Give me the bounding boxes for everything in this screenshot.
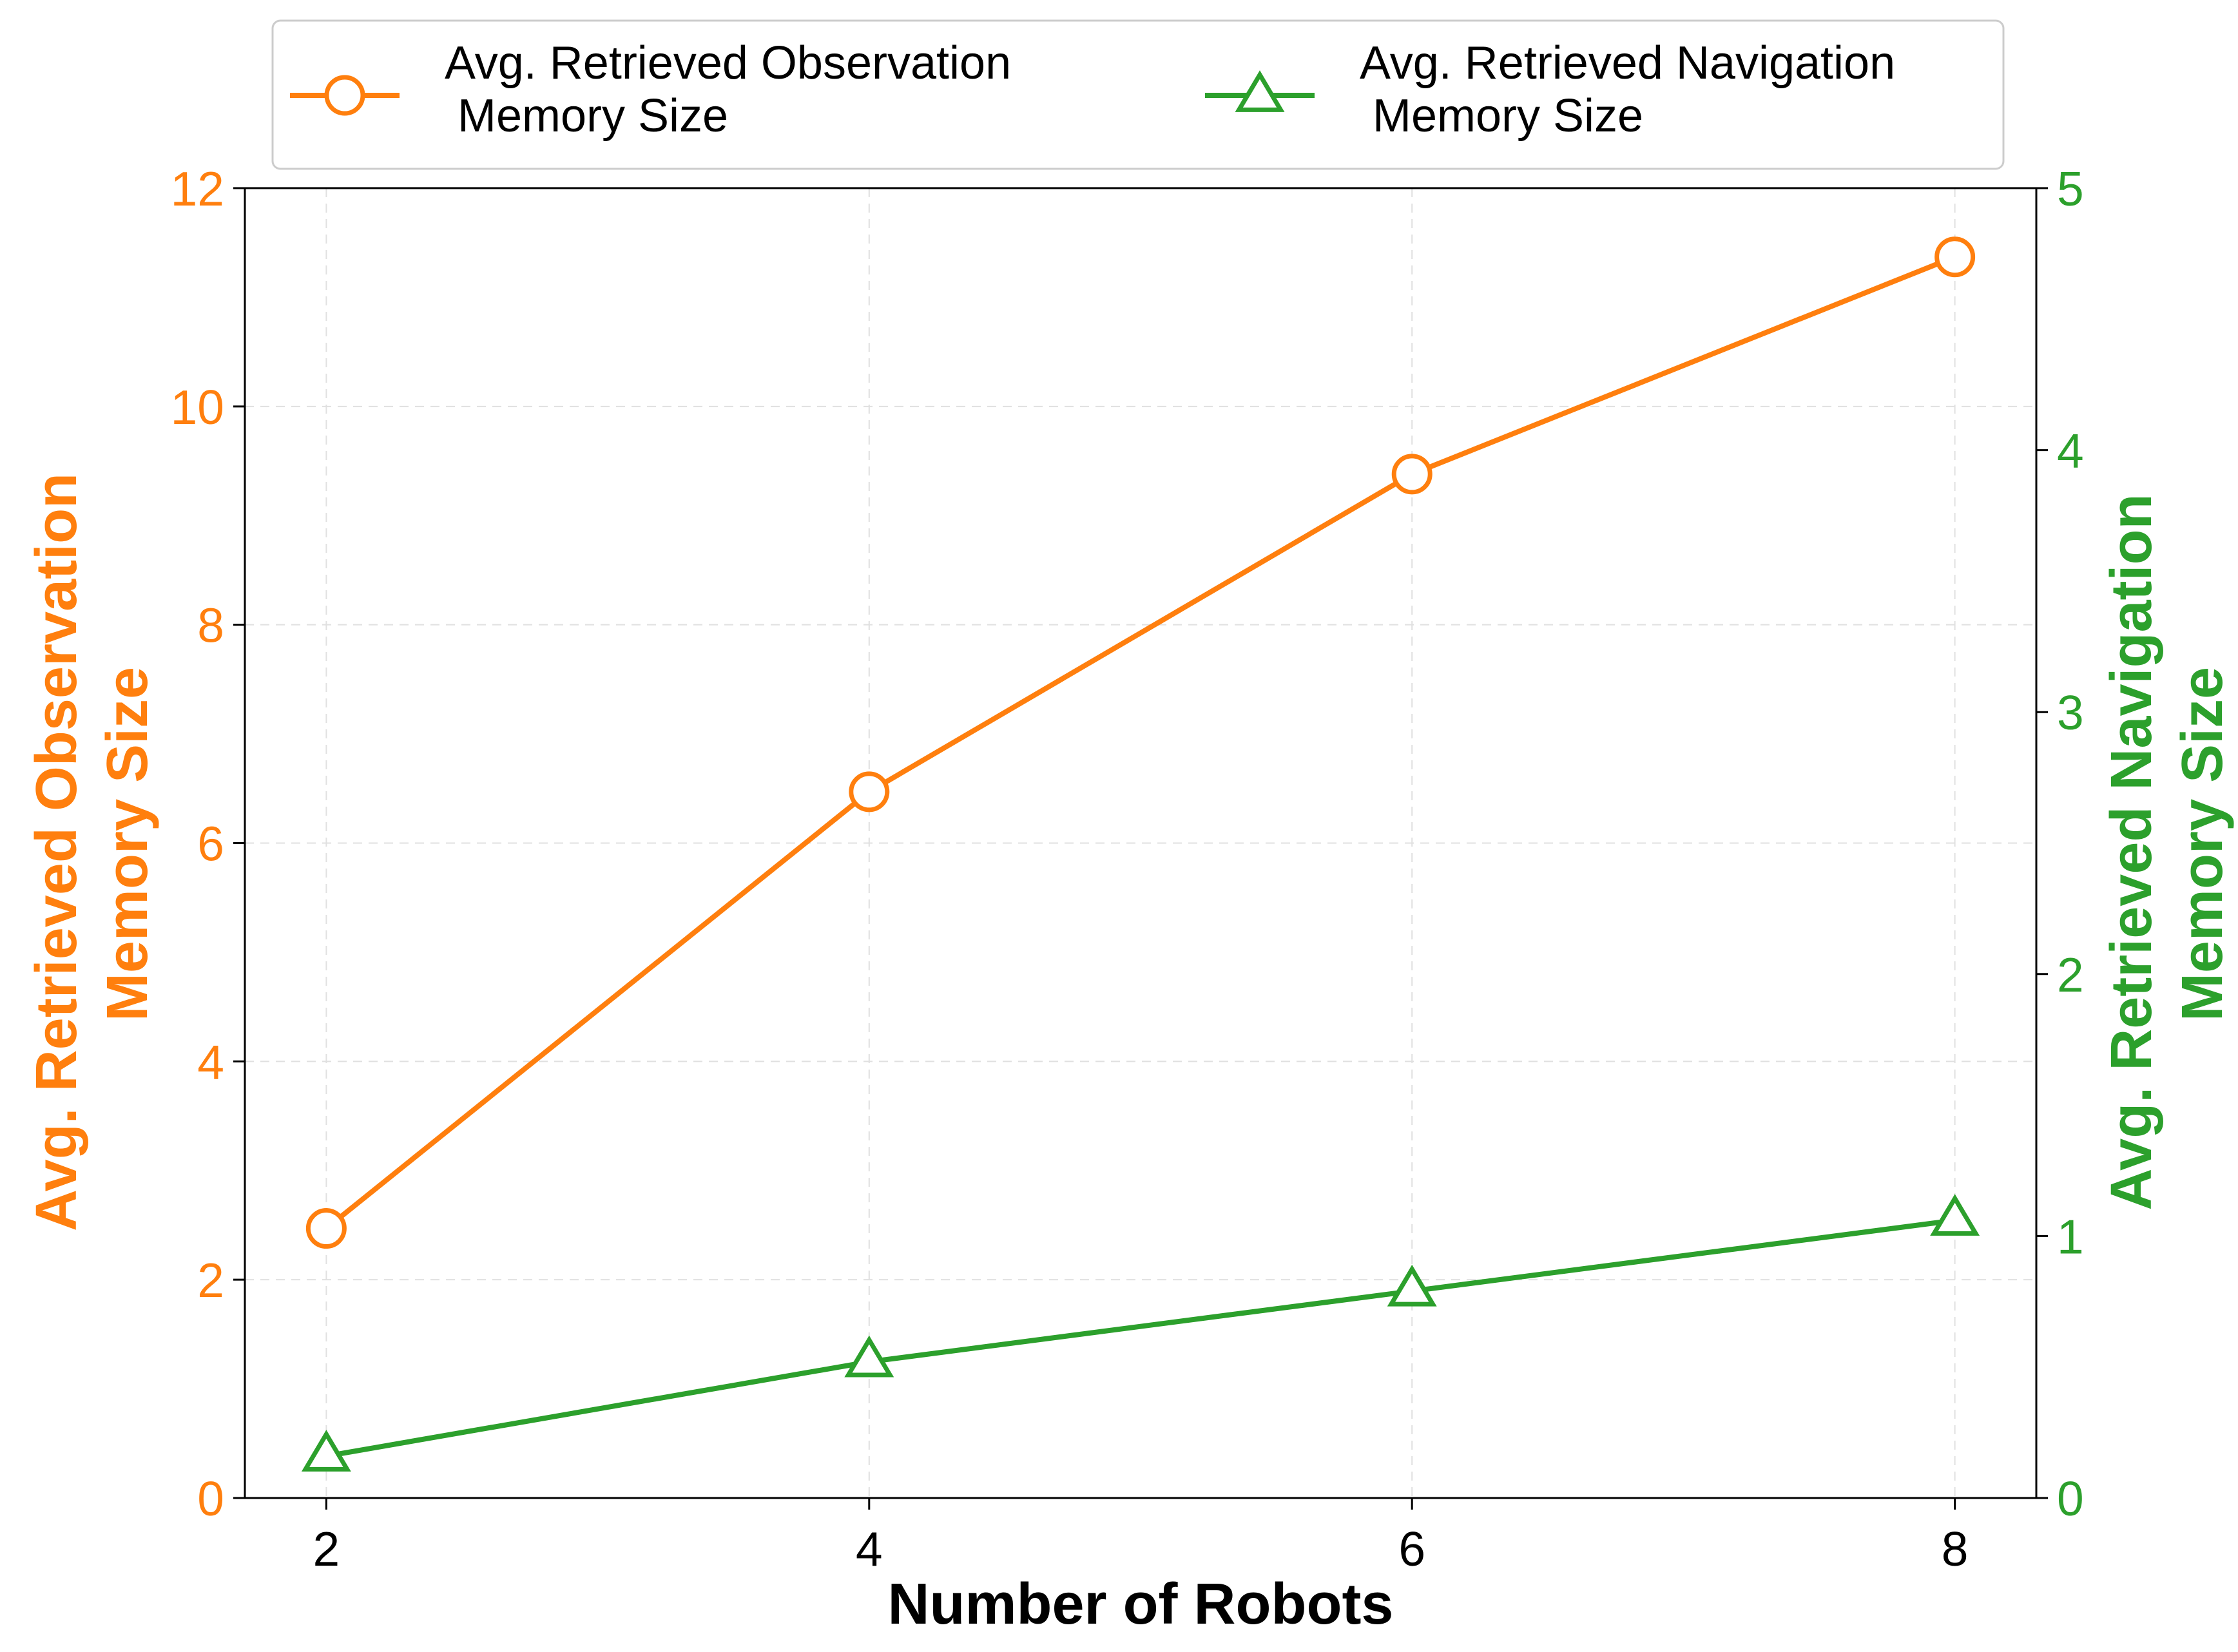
legend-observation-label-line-2: Memory Size	[445, 90, 728, 142]
legend-items: Avg. Retrieved Observation Memory SizeAv…	[290, 37, 1895, 142]
legend: Avg. Retrieved Observation Memory SizeAv…	[271, 19, 2005, 170]
navigation-data-point	[1930, 1194, 1980, 1236]
right-y-tick-label: 0	[2057, 1472, 2084, 1526]
left-y-tick-label: 0	[197, 1472, 224, 1526]
legend-navigation-marker	[1235, 70, 1285, 112]
legend-navigation-label: Avg. Retrieved Navigation Memory Size	[1360, 37, 1895, 142]
x-tick-label: 8	[1942, 1522, 1969, 1576]
navigation-data-point	[844, 1335, 894, 1378]
legend-observation-label: Avg. Retrieved Observation Memory Size	[445, 37, 1011, 142]
navigation-series-line	[325, 1218, 1956, 1459]
observation-series-line	[324, 255, 1956, 1231]
left-y-tick-label: 8	[197, 599, 224, 653]
left-y-axis-title-line-2: Memory Size	[95, 667, 160, 1021]
series-lines	[301, 236, 1980, 1472]
x-tick-label: 6	[1398, 1522, 1425, 1576]
right-y-tick-label: 1	[2057, 1209, 2084, 1263]
left-y-tick-label: 4	[197, 1035, 224, 1089]
observation-data-point	[1391, 454, 1433, 495]
left-y-axis-title-line-1: Avg. Retrieved Observation	[24, 473, 89, 1231]
x-tick-label: 4	[856, 1522, 883, 1576]
grid	[245, 187, 2036, 1499]
right-y-axis-title: Avg. Retrieved Navigation Memory Size	[2099, 478, 2235, 1211]
left-y-axis-title: Avg. Retrieved Observation Memory Size	[24, 457, 160, 1231]
navigation-data-point	[1387, 1264, 1437, 1307]
legend-box	[271, 19, 2005, 170]
right-y-tick-label: 4	[2057, 424, 2084, 478]
observation-data-point	[305, 1208, 347, 1249]
left-y-tick-label: 2	[197, 1253, 224, 1307]
right-y-tick-label: 2	[2057, 948, 2084, 1002]
x-tick-label: 2	[313, 1522, 340, 1576]
observation-data-point	[1934, 236, 1976, 278]
legend-observation-label-line-1: Avg. Retrieved Observation	[445, 37, 1011, 89]
legend-navigation-label-line-1: Avg. Retrieved Navigation	[1360, 37, 1895, 89]
left-y-tick-label: 12	[171, 162, 224, 216]
right-y-tick-label: 5	[2057, 162, 2084, 216]
left-y-tick-label: 10	[171, 380, 224, 434]
right-y-axis-title-line-1: Avg. Retrieved Navigation	[2099, 494, 2164, 1211]
legend-observation-marker	[324, 75, 365, 116]
observation-data-point	[849, 771, 890, 812]
right-y-axis-title-line-2: Memory Size	[2170, 667, 2235, 1021]
x-axis-title: Number of Robots	[888, 1572, 1394, 1637]
legend-navigation-label-line-2: Memory Size	[1360, 90, 1643, 142]
navigation-data-point	[301, 1430, 351, 1472]
right-y-tick-label: 3	[2057, 686, 2084, 740]
left-y-tick-label: 6	[197, 817, 224, 871]
